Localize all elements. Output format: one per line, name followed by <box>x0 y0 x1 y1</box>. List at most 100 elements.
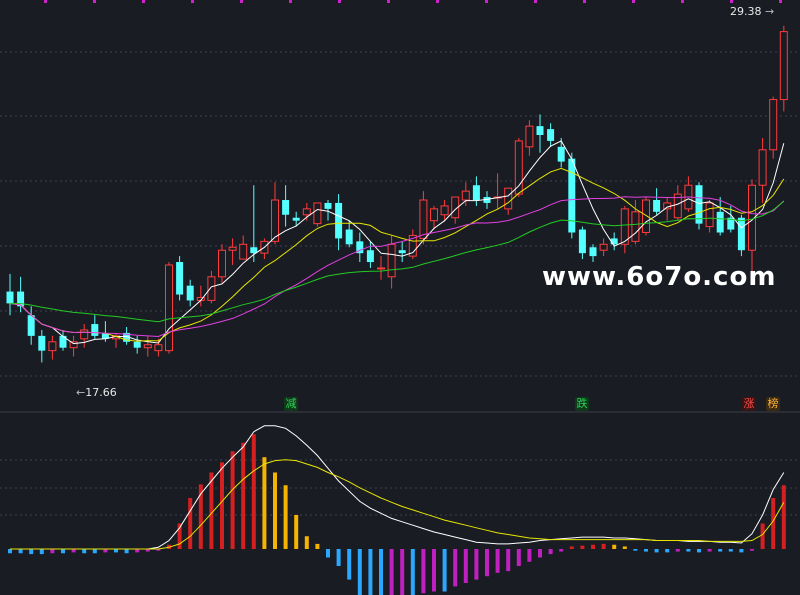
ma20-line <box>9 196 785 338</box>
candle-body <box>250 247 258 254</box>
macd-bar <box>697 549 701 553</box>
macd-bar <box>71 549 76 553</box>
candle-body <box>80 329 89 340</box>
macd-bar <box>145 549 150 552</box>
top-tick <box>289 0 292 3</box>
top-tick <box>779 0 782 3</box>
candle-body <box>430 208 438 222</box>
macd-bar <box>273 472 277 549</box>
candle-body <box>91 324 99 336</box>
macd-dea-line <box>10 459 785 550</box>
macd-bar <box>453 549 458 587</box>
top-tick <box>191 0 194 3</box>
candle-body <box>27 315 35 336</box>
candle-body <box>239 243 248 260</box>
candle-body <box>620 208 629 245</box>
macd-bar <box>368 549 373 595</box>
top-tick <box>583 0 586 3</box>
candle-body <box>143 344 152 349</box>
macd-bar <box>506 549 511 572</box>
macd-bar <box>569 546 574 549</box>
macd-bar <box>675 549 680 552</box>
watermark: www.6o7o.com <box>542 262 777 292</box>
macd-bar <box>728 549 733 552</box>
macd-bar <box>220 462 224 549</box>
candle-body <box>133 341 141 348</box>
low-price-value: 17.66 <box>85 386 117 399</box>
signal-die: 跌 <box>575 397 589 411</box>
macd-bar <box>315 543 320 549</box>
signal-bang: 榜 <box>766 397 780 411</box>
macd-bar <box>400 549 405 595</box>
macd-bar <box>39 549 44 555</box>
top-tick-markers <box>44 0 782 3</box>
macd-bar <box>622 546 627 549</box>
candle-body <box>345 229 353 245</box>
top-tick <box>240 0 243 3</box>
top-tick <box>485 0 488 3</box>
candle-body <box>282 200 290 215</box>
macd-bar <box>591 544 595 549</box>
macd-bar <box>410 549 415 595</box>
macd-bar <box>781 485 786 549</box>
candle-body <box>38 335 46 351</box>
macd-bar <box>61 549 65 554</box>
low-price-label: ←17.66 <box>76 386 117 399</box>
candle-body <box>547 129 555 141</box>
macd-bar <box>750 549 754 551</box>
macd-bar <box>198 484 203 549</box>
candle-body <box>758 149 767 186</box>
macd-bar <box>644 549 648 552</box>
macd-bar <box>230 451 235 549</box>
candle-body <box>642 199 650 233</box>
candle-body <box>568 158 576 233</box>
candle-body <box>377 267 385 270</box>
candle-body <box>335 202 343 239</box>
candle-body <box>514 140 523 195</box>
candle-body <box>779 31 788 101</box>
candle-body <box>769 99 778 151</box>
macd-bar <box>442 549 447 592</box>
candle-body <box>59 335 67 348</box>
candle-body <box>324 202 332 209</box>
candle-body <box>292 217 300 221</box>
candle-body <box>165 264 173 352</box>
candle-body <box>589 247 597 257</box>
macd-bar <box>389 549 394 595</box>
macd-bar <box>92 549 97 554</box>
macd-bar <box>580 545 585 549</box>
macd-bar <box>760 523 765 549</box>
macd-bar <box>304 536 309 549</box>
high-price-value: 29.38 <box>730 5 762 18</box>
macd-bar <box>336 549 341 566</box>
macd-bar <box>209 472 214 549</box>
candle-body <box>176 262 184 295</box>
top-tick <box>534 0 537 3</box>
top-tick <box>44 0 47 3</box>
macd-bar <box>633 549 638 551</box>
candle-body <box>737 217 745 251</box>
ma5-line <box>9 140 785 345</box>
moving-average-lines <box>9 140 785 345</box>
top-tick <box>632 0 635 3</box>
candle-body <box>398 250 406 254</box>
candle-series <box>6 25 788 363</box>
top-tick <box>730 0 733 3</box>
macd-bar <box>8 549 12 554</box>
candle-body <box>716 211 724 233</box>
macd-bar <box>771 498 776 549</box>
candle-body <box>69 341 78 349</box>
macd-bar <box>124 549 129 554</box>
candle-body <box>504 187 513 210</box>
candle-body <box>578 229 586 254</box>
macd-bar <box>251 434 256 549</box>
macd-bar <box>347 549 352 580</box>
macd-bar <box>559 549 564 552</box>
macd-bar <box>654 549 659 553</box>
candle-body <box>631 211 640 242</box>
candle-body <box>186 285 194 301</box>
macd-bar <box>548 549 553 555</box>
candle-body <box>123 332 131 342</box>
macd-bar <box>379 549 383 595</box>
